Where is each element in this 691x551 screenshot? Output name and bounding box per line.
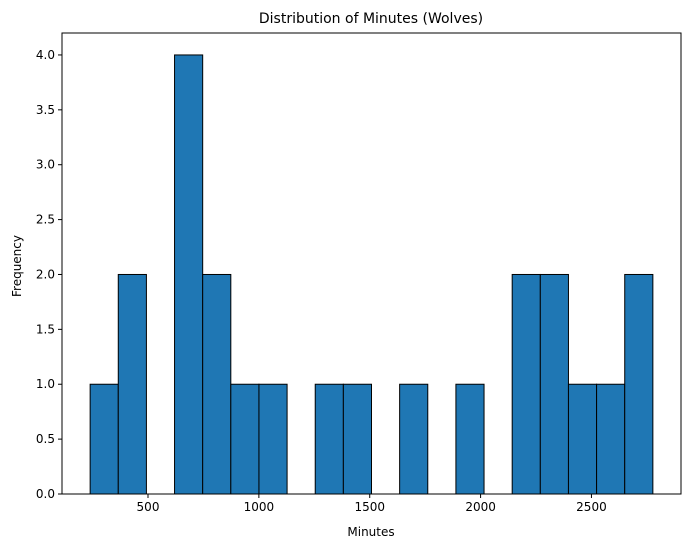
bars-group [89,54,654,495]
y-axis-ticks: 0.0 0.5 1.0 1.5 2.0 2.5 3.0 3.5 4.0 [36,48,62,501]
histogram-bar-9 [342,383,373,495]
histogram-bar-13 [455,383,485,495]
x-tick-label: 2000 [465,500,496,514]
histogram-bar-1 [117,273,147,495]
histogram-bar-11 [399,383,429,495]
histogram-bar-16 [539,273,569,495]
x-tick-label: 1000 [244,500,275,514]
histogram-bar-8 [314,383,344,495]
y-tick-label: 0.5 [36,432,55,446]
histogram-bar-19 [624,273,654,495]
x-tick-label: 1500 [354,500,385,514]
x-axis-ticks: 500 1000 1500 2000 2500 [137,494,607,514]
y-tick-label: 2.0 [36,267,55,281]
y-tick-label: 1.0 [36,377,55,391]
plot-frame [61,32,682,495]
histogram-bar-6 [258,383,288,495]
histogram-bar-3 [174,54,204,495]
y-tick-label: 0.0 [36,487,55,501]
histogram-bar-17 [567,383,598,495]
x-tick-label: 2500 [576,500,607,514]
y-tick-label: 1.5 [36,322,55,336]
y-axis-label: Frequency [10,235,24,297]
y-tick-label: 2.5 [36,213,55,227]
y-tick-label: 4.0 [36,48,55,62]
histogram-bar-15 [511,273,541,495]
x-axis-label: Minutes [347,525,394,539]
histogram-bar-18 [596,383,626,495]
chart-title: Distribution of Minutes (Wolves) [259,11,483,27]
histogram-bar-0 [89,383,119,495]
histogram-bar-4 [202,273,232,495]
y-tick-label: 3.0 [36,158,55,172]
y-tick-label: 3.5 [36,103,55,117]
histogram-bar-5 [230,383,260,495]
x-tick-label: 500 [137,500,160,514]
